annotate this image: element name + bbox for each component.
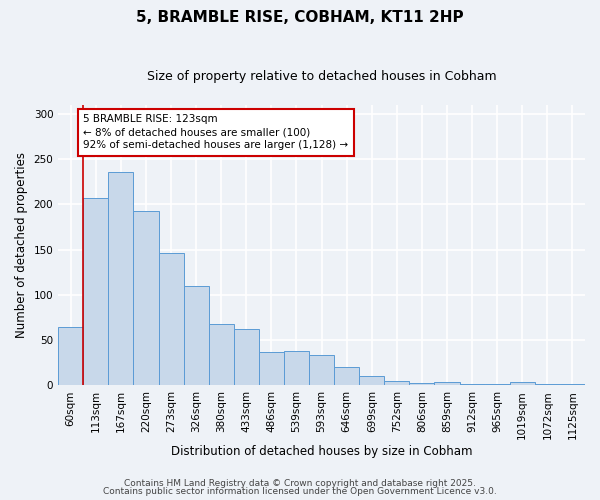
Bar <box>560 384 585 386</box>
Bar <box>259 352 284 386</box>
Bar <box>409 382 434 386</box>
Bar <box>234 330 259 386</box>
Bar <box>133 211 158 386</box>
Text: 5, BRAMBLE RISE, COBHAM, KT11 2HP: 5, BRAMBLE RISE, COBHAM, KT11 2HP <box>136 10 464 25</box>
Bar <box>58 326 83 386</box>
Bar <box>309 356 334 386</box>
Bar <box>385 381 409 386</box>
Bar <box>359 376 385 386</box>
Bar <box>184 286 209 386</box>
Bar <box>109 172 133 386</box>
Bar <box>535 384 560 386</box>
Text: Contains public sector information licensed under the Open Government Licence v3: Contains public sector information licen… <box>103 487 497 496</box>
Bar <box>434 382 460 386</box>
Title: Size of property relative to detached houses in Cobham: Size of property relative to detached ho… <box>147 70 496 83</box>
Bar <box>158 254 184 386</box>
Bar <box>284 351 309 386</box>
Bar <box>485 384 510 386</box>
Bar <box>460 384 485 386</box>
X-axis label: Distribution of detached houses by size in Cobham: Distribution of detached houses by size … <box>171 444 472 458</box>
Bar <box>83 198 109 386</box>
Bar <box>510 382 535 386</box>
Bar <box>209 324 234 386</box>
Bar <box>334 367 359 386</box>
Text: 5 BRAMBLE RISE: 123sqm
← 8% of detached houses are smaller (100)
92% of semi-det: 5 BRAMBLE RISE: 123sqm ← 8% of detached … <box>83 114 349 150</box>
Y-axis label: Number of detached properties: Number of detached properties <box>15 152 28 338</box>
Text: Contains HM Land Registry data © Crown copyright and database right 2025.: Contains HM Land Registry data © Crown c… <box>124 478 476 488</box>
